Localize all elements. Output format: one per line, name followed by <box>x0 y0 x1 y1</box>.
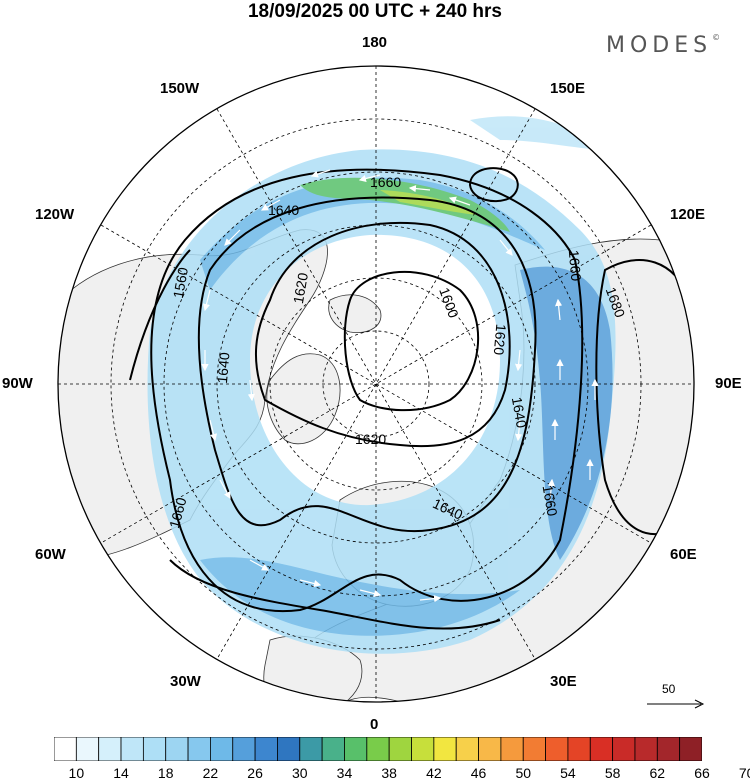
land-arctic-islands <box>328 294 382 333</box>
colorbar-tick-label: 46 <box>470 765 487 781</box>
contour-1600 <box>343 270 480 412</box>
lon-label-0: 0 <box>370 716 379 733</box>
colorbar-tick-label: 70 <box>738 765 750 781</box>
vector-reference-value: 50 <box>662 682 676 696</box>
colorbar-box <box>98 737 122 761</box>
colorbar-box <box>344 737 368 761</box>
colorbar-tick-label: 10 <box>68 765 85 781</box>
colorbar-box <box>254 737 278 761</box>
lon-label-90e: 90E <box>715 375 742 392</box>
colorbar-box <box>500 737 524 761</box>
lon-label-60e: 60E <box>670 546 697 563</box>
colorbar-box <box>522 737 546 761</box>
contour-1620 <box>255 221 511 448</box>
colorbar-box <box>478 737 502 761</box>
lon-label-150w: 150W <box>160 80 200 97</box>
jet-band-outer <box>147 149 616 654</box>
contour-label-1620-e: 1620 <box>491 323 510 356</box>
lon-label-90w: 90W <box>2 375 33 392</box>
contour-1660 <box>150 168 584 613</box>
colorbar-tick-label: 50 <box>515 765 532 781</box>
geopotential-contours <box>129 167 694 630</box>
colorbar-tick-label: 66 <box>694 765 710 781</box>
colorbar-box <box>455 737 479 761</box>
colorbar-box <box>612 737 636 761</box>
jet-atlantic <box>200 557 520 636</box>
colorbar-tick-label: 26 <box>247 765 263 781</box>
colorbar-tick-label: 62 <box>649 765 666 781</box>
contour-label-group: 1660 1640 1620 1560 1640 1600 1620 1660 … <box>166 174 628 530</box>
contour-outer-1660 <box>129 249 501 630</box>
jet-east-band <box>520 266 613 560</box>
lon-label-180: 180 <box>362 34 388 51</box>
land-greenland <box>266 353 341 445</box>
colorbar-box <box>75 737 100 761</box>
contour-label-1660-top: 1660 <box>370 174 401 190</box>
colorbar-tick-label: 22 <box>202 765 219 781</box>
colorbar-box <box>388 737 412 761</box>
colorbar-box <box>433 737 457 761</box>
brand-text: MODES <box>606 33 713 58</box>
lon-label-120w: 120W <box>35 206 75 223</box>
modes-logo: MODES© <box>606 33 720 58</box>
map-boundary <box>57 65 695 703</box>
contour-1640 <box>197 196 537 533</box>
contour-label-1640-w: 1640 <box>214 351 233 384</box>
jet-core-peak <box>380 190 480 215</box>
lon-label-60w: 60W <box>35 546 66 563</box>
colorbar-box <box>411 737 435 761</box>
colorbar-tick-label: 18 <box>157 765 174 781</box>
colorbar-tick-label: 58 <box>604 765 621 781</box>
lon-label-120e: 120E <box>670 206 706 223</box>
colorbar-box <box>232 737 256 761</box>
colorbar-box <box>54 737 77 761</box>
map-title: 18/09/2025 00 UTC + 240 hrs <box>247 1 503 22</box>
colorbar-box <box>545 737 569 761</box>
colorbar-box <box>299 737 323 761</box>
contour-closed-high <box>468 167 519 203</box>
colorbar-box <box>165 737 189 761</box>
colorbar-box <box>120 737 144 761</box>
colorbar-box <box>210 737 234 761</box>
colorbar-box <box>656 737 681 761</box>
lon-label-30e: 30E <box>550 673 577 690</box>
wind-arrows <box>201 169 599 603</box>
colorbar-tick-label: 38 <box>381 765 397 781</box>
colorbar-tick-label: 54 <box>560 765 576 781</box>
contour-label-1660-sw: 1660 <box>166 496 190 530</box>
contour-label-1660-ne: 1660 <box>566 249 585 282</box>
lon-label-30w: 30W <box>170 673 201 690</box>
colorbar-box <box>634 737 658 761</box>
contour-label-1620-s: 1620 <box>355 431 386 447</box>
arrow-right-icon <box>647 699 705 709</box>
colorbar-box <box>187 737 211 761</box>
contour-label-1640-e: 1640 <box>509 396 530 430</box>
colorbar-tick-label: 30 <box>291 765 308 781</box>
lon-label-150e: 150E <box>550 80 586 97</box>
colorbar-box <box>277 737 301 761</box>
colorbar-box <box>679 737 702 761</box>
copyright-mark: © <box>712 33 721 42</box>
contour-label-1560-w: 1560 <box>170 266 191 300</box>
colorbar-box <box>366 737 390 761</box>
pacific-streak <box>470 116 610 150</box>
wind-speed-colorbar <box>54 737 702 761</box>
colorbar-tick-label: 34 <box>336 765 353 781</box>
colorbar-box <box>567 737 591 761</box>
contour-label-1640-nw: 1640 <box>268 202 299 218</box>
jet-core <box>300 177 510 232</box>
colorbar-tick-labels: 10 14 18 22 26 30 34 38 42 46 50 54 58 62 66 70 <box>0 765 750 782</box>
colorbar-box <box>589 737 614 761</box>
contour-label-1660-se: 1660 <box>540 484 561 518</box>
colorbar-tick-label: 14 <box>113 765 129 781</box>
colorbar-box <box>321 737 345 761</box>
colorbar-tick-label: 42 <box>426 765 442 781</box>
colorbar-box <box>142 737 167 761</box>
contour-label-1620-nw: 1620 <box>290 271 311 305</box>
wind-speed-shading <box>147 116 616 654</box>
